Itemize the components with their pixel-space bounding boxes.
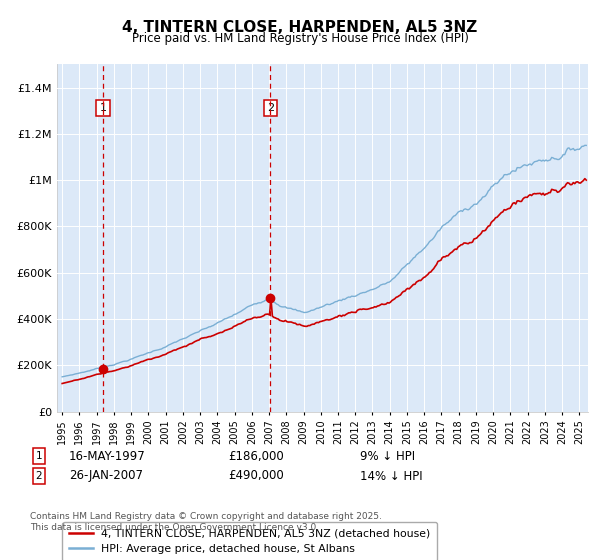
Text: 16-MAY-1997: 16-MAY-1997 (69, 450, 146, 463)
Text: £490,000: £490,000 (228, 469, 284, 483)
Text: £186,000: £186,000 (228, 450, 284, 463)
Text: 9% ↓ HPI: 9% ↓ HPI (360, 450, 415, 463)
Text: 26-JAN-2007: 26-JAN-2007 (69, 469, 143, 483)
Text: 2: 2 (266, 104, 274, 113)
Text: 1: 1 (100, 104, 107, 113)
Text: 2: 2 (35, 471, 43, 481)
Text: 14% ↓ HPI: 14% ↓ HPI (360, 469, 422, 483)
Bar (103, 64, 270, 412)
Text: 4, TINTERN CLOSE, HARPENDEN, AL5 3NZ: 4, TINTERN CLOSE, HARPENDEN, AL5 3NZ (122, 20, 478, 35)
Text: 1: 1 (35, 451, 43, 461)
Text: Contains HM Land Registry data © Crown copyright and database right 2025.
This d: Contains HM Land Registry data © Crown c… (30, 512, 382, 532)
Text: Price paid vs. HM Land Registry's House Price Index (HPI): Price paid vs. HM Land Registry's House … (131, 32, 469, 45)
Legend: 4, TINTERN CLOSE, HARPENDEN, AL5 3NZ (detached house), HPI: Average price, detac: 4, TINTERN CLOSE, HARPENDEN, AL5 3NZ (de… (62, 522, 437, 560)
